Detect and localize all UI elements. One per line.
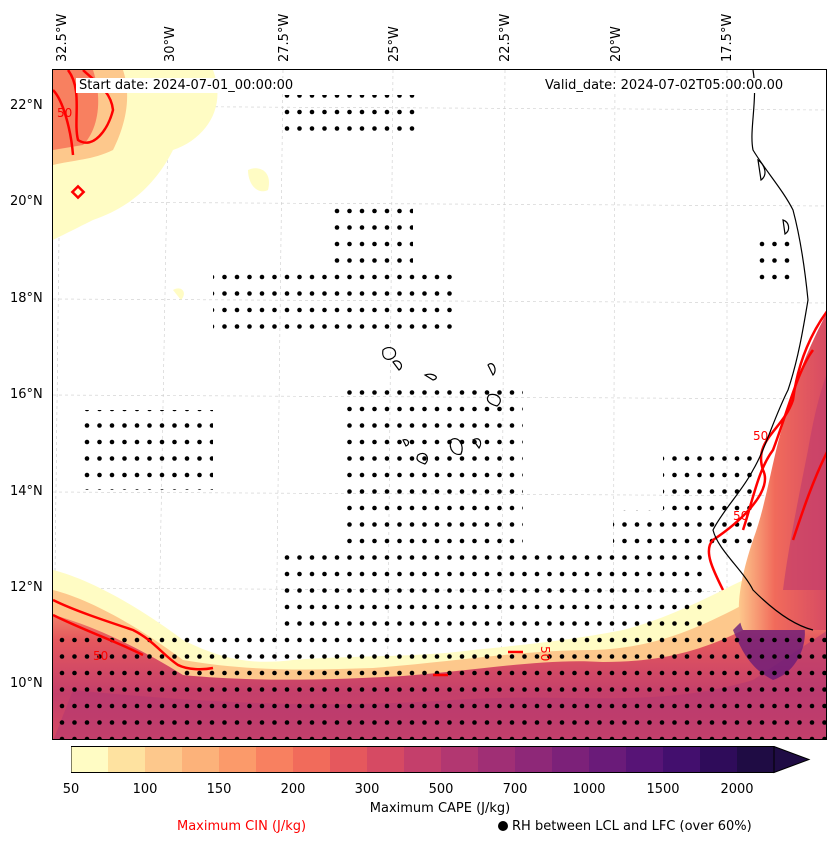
lon-label-20w: 20°W xyxy=(609,26,624,62)
colorbar-extend-arrow xyxy=(773,746,811,774)
colorbar-segment xyxy=(367,746,405,773)
lat-label-18n: 18°N xyxy=(10,291,43,306)
colorbar-segment xyxy=(663,746,701,773)
colorbar-segments xyxy=(71,746,775,773)
cape-colorbar xyxy=(71,746,811,774)
colorbar-segment xyxy=(478,746,516,773)
colorbar-tick: 1000 xyxy=(572,782,606,797)
lat-label-16n: 16°N xyxy=(10,387,43,402)
colorbar-segment xyxy=(108,746,146,773)
colorbar-segment xyxy=(515,746,553,773)
colorbar-segment xyxy=(182,746,220,773)
lon-label-30w: 30°W xyxy=(163,26,178,62)
cin-legend-label: Maximum CIN (J/kg) xyxy=(177,819,307,834)
coastlines xyxy=(382,70,814,631)
rh-legend: RH between LCL and LFC (over 60%) xyxy=(498,819,752,834)
colorbar-tick: 1500 xyxy=(646,782,680,797)
lon-label-27-5w: 27.5°W xyxy=(277,13,292,62)
colorbar-tick: 200 xyxy=(280,782,306,797)
rh-legend-label: RH between LCL and LFC (over 60%) xyxy=(512,819,752,834)
colorbar-segment xyxy=(441,746,479,773)
colorbar-segment xyxy=(145,746,183,773)
lat-label-12n: 12°N xyxy=(10,580,43,595)
colorbar-tick: 500 xyxy=(428,782,454,797)
colorbar-segment xyxy=(552,746,590,773)
contour-label: 50 xyxy=(733,509,748,523)
lon-label-32-5w: 32.5°W xyxy=(55,13,70,62)
lat-label-10n: 10°N xyxy=(10,676,43,691)
colorbar-segment xyxy=(293,746,331,773)
lon-label-17-5w: 17.5°W xyxy=(720,13,735,62)
colorbar-segment xyxy=(71,746,109,773)
colorbar-segment xyxy=(256,746,294,773)
contour-label: 50 xyxy=(57,106,72,120)
cin-contour-labels: 50 50 50 50 50 xyxy=(57,106,768,663)
lon-label-25w: 25°W xyxy=(387,26,402,62)
colorbar-segment xyxy=(404,746,442,773)
colorbar-segment xyxy=(219,746,257,773)
colorbar-segment xyxy=(626,746,664,773)
colorbar-segment xyxy=(589,746,627,773)
cape-shading-northwest xyxy=(53,70,269,300)
colorbar-tick: 50 xyxy=(62,782,80,797)
colorbar-tick: 150 xyxy=(206,782,232,797)
rh-dot-icon xyxy=(498,821,508,831)
colorbar-segment xyxy=(737,746,775,773)
valid-date-label: Valid_date: 2024-07-02T05:00:00.00 xyxy=(542,78,787,93)
map-panel: 50 50 50 50 50 xyxy=(52,69,827,740)
colorbar-segment xyxy=(330,746,368,773)
colorbar-segment xyxy=(700,746,738,773)
contour-label: 50 xyxy=(538,646,552,661)
colorbar-tick: 2000 xyxy=(720,782,754,797)
rh-stipple-dots xyxy=(53,95,826,739)
contour-label: 50 xyxy=(753,429,768,443)
contour-label: 50 xyxy=(93,649,108,663)
lat-label-20n: 20°N xyxy=(10,194,43,209)
colorbar-tick: 100 xyxy=(132,782,158,797)
lon-label-22-5w: 22.5°W xyxy=(498,13,513,62)
start-date-label: Start date: 2024-07-01_00:00:00 xyxy=(76,78,297,93)
colorbar-tick: 300 xyxy=(354,782,380,797)
lat-label-22n: 22°N xyxy=(10,98,43,113)
colorbar-tick: 700 xyxy=(502,782,528,797)
lat-label-14n: 14°N xyxy=(10,484,43,499)
map-canvas: 50 50 50 50 50 xyxy=(53,70,826,739)
colorbar-label: Maximum CAPE (J/kg) xyxy=(369,801,511,816)
